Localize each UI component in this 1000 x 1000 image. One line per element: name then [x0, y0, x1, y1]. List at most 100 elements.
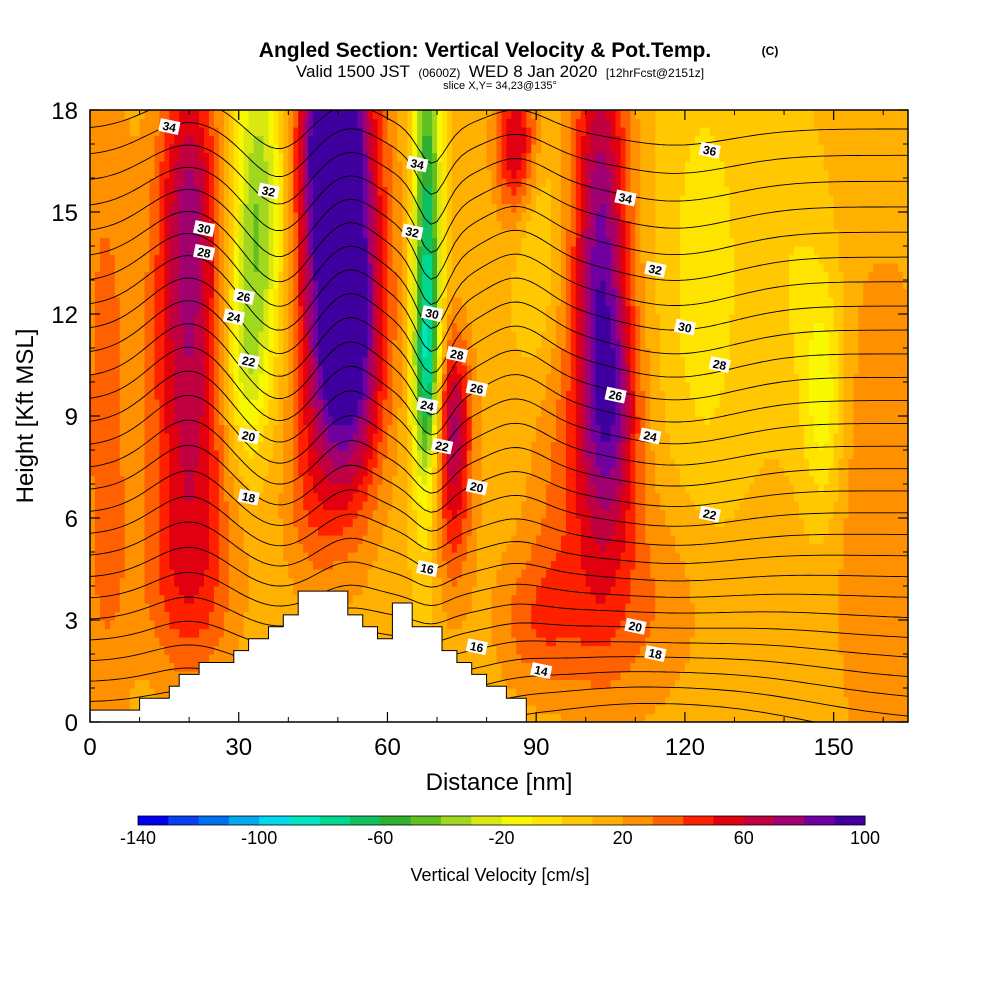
velocity-cell — [169, 433, 175, 443]
velocity-cell — [367, 492, 374, 502]
velocity-cell — [238, 526, 245, 536]
velocity-cell — [114, 484, 121, 494]
velocity-cell — [174, 433, 180, 443]
velocity-cell — [347, 441, 354, 451]
velocity-cell — [357, 450, 364, 460]
velocity-cell — [347, 569, 354, 579]
velocity-cell — [372, 178, 379, 188]
velocity-cell — [303, 280, 309, 290]
velocity-cell — [189, 399, 195, 409]
velocity-cell — [238, 339, 245, 349]
velocity-cell — [124, 246, 131, 256]
velocity-cell — [432, 620, 438, 630]
velocity-cell — [382, 195, 389, 205]
velocity-cell — [318, 280, 324, 290]
velocity-cell — [164, 526, 170, 536]
velocity-cell — [303, 254, 309, 264]
velocity-cell — [90, 203, 96, 213]
velocity-cell — [313, 297, 319, 307]
velocity-cell — [362, 441, 369, 451]
velocity-cell — [377, 458, 384, 468]
velocity-cell — [427, 280, 433, 290]
velocity-cell — [352, 467, 359, 477]
velocity-cell — [318, 560, 324, 570]
velocity-cell — [253, 339, 260, 349]
velocity-cell — [303, 305, 309, 315]
velocity-cell — [293, 399, 299, 409]
velocity-cell — [332, 501, 339, 511]
velocity-cell — [159, 594, 165, 604]
velocity-cell — [337, 492, 344, 502]
velocity-cell — [149, 118, 156, 128]
velocity-cell — [337, 526, 344, 536]
velocity-cell — [382, 135, 389, 145]
velocity-cell — [149, 535, 156, 545]
velocity-cell — [313, 373, 319, 383]
velocity-cell — [194, 373, 200, 383]
velocity-cell — [342, 135, 349, 145]
velocity-cell — [377, 186, 384, 196]
velocity-cell — [243, 263, 250, 273]
velocity-cell — [382, 305, 389, 315]
velocity-cell — [273, 594, 279, 604]
velocity-cell — [273, 501, 279, 511]
velocity-cell — [243, 475, 250, 485]
velocity-cell — [417, 373, 423, 383]
velocity-cell — [179, 424, 185, 434]
velocity-cell — [213, 594, 220, 604]
velocity-cell — [159, 152, 165, 162]
velocity-cell — [248, 501, 255, 511]
velocity-cell — [303, 543, 309, 553]
velocity-cell — [298, 509, 304, 519]
velocity-cell — [194, 365, 200, 375]
velocity-cell — [263, 603, 270, 613]
velocity-cell — [327, 450, 334, 460]
velocity-cell — [318, 552, 324, 562]
velocity-cell — [407, 569, 413, 579]
velocity-cell — [357, 543, 364, 553]
velocity-cell — [169, 424, 175, 434]
velocity-cell — [213, 526, 220, 536]
velocity-cell — [268, 407, 275, 417]
velocity-cell — [387, 305, 394, 315]
velocity-cell — [169, 467, 175, 477]
velocity-cell — [323, 220, 329, 230]
velocity-cell — [263, 229, 270, 239]
velocity-cell — [422, 144, 428, 154]
velocity-cell — [184, 237, 190, 247]
velocity-cell — [402, 288, 408, 298]
velocity-cell — [432, 552, 438, 562]
velocity-cell — [233, 645, 240, 655]
velocity-cell — [288, 356, 294, 366]
velocity-cell — [337, 110, 344, 120]
velocity-cell — [402, 263, 408, 273]
velocity-cell — [114, 543, 121, 553]
velocity-cell — [278, 161, 284, 171]
velocity-cell — [372, 586, 379, 596]
velocity-cell — [223, 237, 230, 247]
velocity-cell — [218, 416, 225, 426]
velocity-cell — [342, 237, 349, 247]
velocity-cell — [352, 169, 359, 179]
velocity-cell — [293, 356, 299, 366]
velocity-cell — [169, 169, 175, 179]
velocity-cell — [169, 288, 175, 298]
velocity-cell — [199, 526, 205, 536]
velocity-cell — [204, 501, 210, 511]
velocity-cell — [218, 467, 225, 477]
velocity-cell — [149, 569, 156, 579]
velocity-cell — [377, 543, 384, 553]
velocity-cell — [90, 399, 96, 409]
velocity-cell — [124, 645, 131, 655]
velocity-cell — [169, 339, 175, 349]
velocity-cell — [129, 127, 136, 137]
velocity-cell — [189, 535, 195, 545]
velocity-cell — [124, 339, 131, 349]
velocity-cell — [397, 594, 403, 604]
velocity-cell — [318, 348, 324, 358]
velocity-cell — [367, 611, 374, 621]
velocity-cell — [94, 356, 101, 366]
velocity-cell — [372, 492, 379, 502]
velocity-cell — [119, 246, 126, 256]
velocity-cell — [392, 220, 398, 230]
